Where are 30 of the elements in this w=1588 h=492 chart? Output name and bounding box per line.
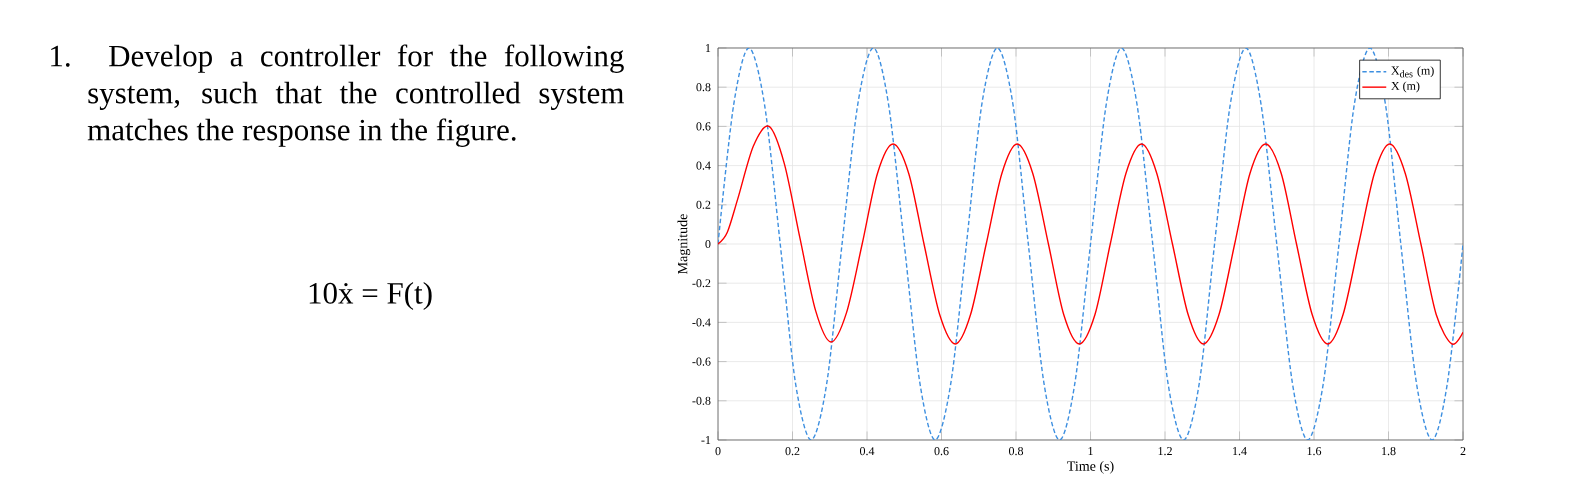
- y-tick-label: -0.2: [692, 279, 711, 288]
- y-tick-label: -0.8: [692, 396, 711, 405]
- y-tick-label: 0.2: [696, 200, 711, 209]
- y-tick-label: -0.4: [692, 318, 711, 327]
- legend-label: X (m): [1391, 81, 1420, 93]
- x-tick-label: 0.2: [785, 447, 800, 456]
- x-tick-label: 0.8: [1008, 447, 1024, 456]
- y-tick-label: 0.4: [696, 161, 711, 170]
- y-tick-label: 0: [705, 239, 711, 249]
- x-tick-label: 1.2: [1158, 447, 1172, 456]
- x-tick-label: 1.4: [1233, 447, 1247, 456]
- line-series: [718, 47, 1464, 440]
- text: 10ẋ = F(t): [309, 281, 432, 311]
- y-tick-label: 0.6: [696, 122, 711, 131]
- x-tick-label: 1.8: [1382, 447, 1396, 456]
- y-tick-label: 0.8: [696, 83, 711, 92]
- x-tick-label: 2: [1460, 447, 1466, 456]
- y-axis-title: Magnitude: [677, 214, 691, 274]
- legend-label: X$_{des}$ (m): [1391, 66, 1434, 78]
- x-tick-label: 1: [1088, 447, 1093, 455]
- line-series: [718, 125, 1464, 345]
- x-tick-label: 0.4: [859, 447, 875, 456]
- y-tick-label: -0.6: [692, 357, 711, 366]
- x-tick-label: 1.6: [1307, 447, 1322, 456]
- x-axis-title: Time (s): [1067, 460, 1114, 474]
- x-tick-label: 0: [715, 447, 721, 456]
- y-tick-label: -1: [701, 436, 711, 444]
- text: 1. Develop a controller for the following system, such that the controlled system matches the response in the figure.: [51, 44, 624, 147]
- y-tick-label: 1: [706, 44, 711, 52]
- x-tick-label: 0.6: [934, 447, 949, 456]
